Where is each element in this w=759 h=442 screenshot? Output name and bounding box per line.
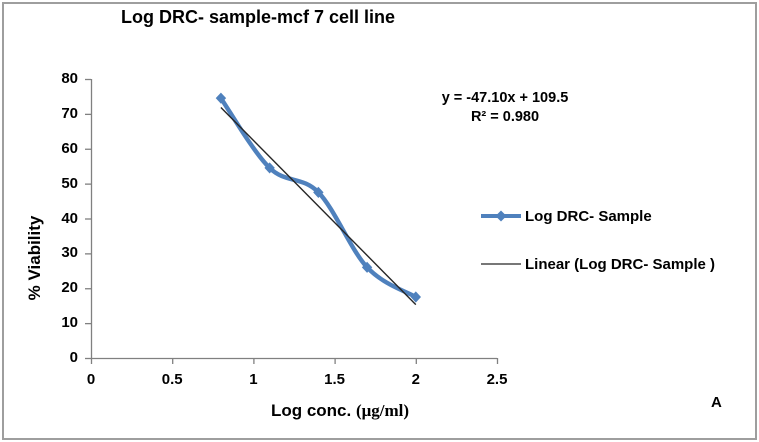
legend: Log DRC- Sample Linear (Log DRC- Sample …	[481, 203, 715, 277]
x-axis-title: Log conc. (μg/ml)	[240, 401, 440, 421]
panel-label: A	[711, 394, 722, 411]
y-tick-label: 70	[61, 104, 78, 122]
x-tick-label: 2.5	[486, 371, 508, 388]
trendline-annotation: y = -47.10x + 109.5 R² = 0.980	[400, 89, 610, 127]
data-point-marker	[215, 92, 227, 104]
legend-item-series: Log DRC- Sample	[481, 203, 715, 229]
y-tick-label: 40	[61, 209, 78, 227]
equation-text: y = -47.10x + 109.5	[441, 90, 569, 106]
x-axis-title-unit: (μg/ml)	[355, 401, 410, 420]
r-squared-text: R² = 0.980	[470, 109, 540, 125]
x-tick-label: 1	[249, 371, 258, 388]
x-axis-title-text: Log conc.	[270, 401, 352, 420]
data-point-marker	[361, 261, 373, 273]
data-point-marker	[410, 291, 421, 303]
chart-title: Log DRC- sample-mcf 7 cell line	[121, 7, 396, 27]
trendline-key-icon	[481, 263, 521, 265]
y-tick-label: 60	[61, 139, 78, 157]
y-tick-label: 20	[61, 279, 78, 297]
y-tick-label: 50	[61, 174, 78, 192]
legend-label-linear: Linear (Log DRC- Sample )	[525, 255, 716, 273]
y-tick-label: 30	[61, 244, 78, 262]
legend-item-linear: Linear (Log DRC- Sample )	[481, 251, 715, 277]
series-key-icon	[481, 210, 521, 222]
y-tick-label: 10	[61, 314, 78, 332]
y-tick-label: 0	[69, 349, 78, 366]
data-point-marker	[264, 162, 275, 174]
data-point-marker	[313, 186, 324, 198]
x-tick-label: 1.5	[324, 371, 346, 388]
x-tick-label: 0	[86, 371, 96, 388]
x-tick-label: 2	[411, 371, 420, 388]
legend-label-series: Log DRC- Sample	[525, 207, 652, 225]
x-tick-label: 0.5	[161, 371, 183, 388]
trendline	[220, 107, 417, 306]
y-tick-label: 80	[61, 70, 78, 87]
